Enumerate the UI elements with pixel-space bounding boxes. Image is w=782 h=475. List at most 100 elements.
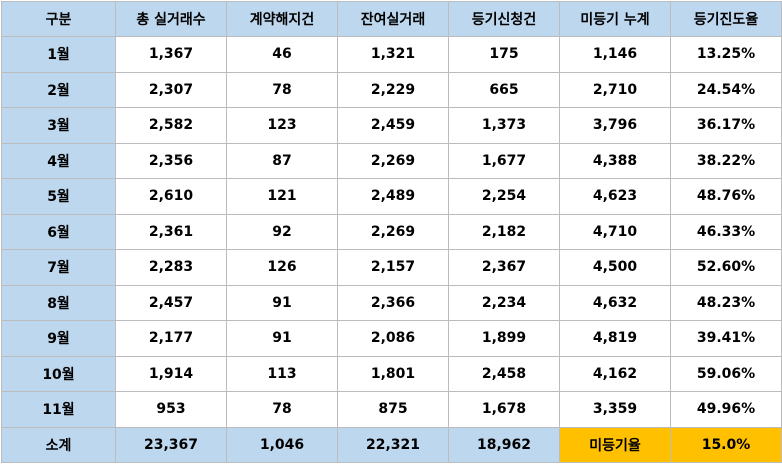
table-cell: 121 — [226, 178, 338, 215]
table-cell: 2,458 — [448, 355, 560, 392]
header-cell-total-transactions: 총 실거래수 — [115, 1, 227, 37]
table-row: 4월 2,356 87 2,269 1,677 4,388 38.22% — [1, 142, 782, 179]
table-cell: 78 — [226, 71, 338, 108]
row-label-cell: 6월 — [1, 213, 116, 250]
table-cell: 1,899 — [448, 320, 560, 357]
table-cell: 4,819 — [559, 320, 671, 357]
table-cell: 1,801 — [337, 355, 449, 392]
table-cell: 1,914 — [115, 355, 227, 392]
total-row: 소계 23,367 1,046 22,321 18,962 미등기율 15.0% — [1, 426, 782, 463]
table-cell: 36.17% — [670, 107, 782, 144]
table-row: 9월 2,177 91 2,086 1,899 4,819 39.41% — [1, 320, 782, 357]
table-cell: 2,157 — [337, 249, 449, 286]
table-row: 8월 2,457 91 2,366 2,234 4,632 48.23% — [1, 284, 782, 321]
table-cell: 2,269 — [337, 142, 449, 179]
table-cell: 1,146 — [559, 36, 671, 73]
header-cell-registration-applications: 등기신청건 — [448, 1, 560, 37]
table-cell: 38.22% — [670, 142, 782, 179]
table-cell: 175 — [448, 36, 560, 73]
table-cell: 2,234 — [448, 284, 560, 321]
row-label-cell: 7월 — [1, 249, 116, 286]
table-cell: 4,388 — [559, 142, 671, 179]
row-label-cell: 1월 — [1, 36, 116, 73]
table-cell: 2,366 — [337, 284, 449, 321]
table-cell: 113 — [226, 355, 338, 392]
table-cell: 953 — [115, 391, 227, 428]
table-cell: 665 — [448, 71, 560, 108]
table-cell: 46 — [226, 36, 338, 73]
row-label-cell: 10월 — [1, 355, 116, 392]
table-cell: 1,677 — [448, 142, 560, 179]
table-row: 10월 1,914 113 1,801 2,458 4,162 59.06% — [1, 355, 782, 392]
table-cell: 91 — [226, 284, 338, 321]
table-cell: 1,678 — [448, 391, 560, 428]
table-cell: 13.25% — [670, 36, 782, 73]
table-cell: 2,367 — [448, 249, 560, 286]
table-cell: 48.76% — [670, 178, 782, 215]
table-row: 5월 2,610 121 2,489 2,254 4,623 48.76% — [1, 178, 782, 215]
table-cell: 39.41% — [670, 320, 782, 357]
unregistered-rate-value-cell: 15.0% — [670, 426, 782, 463]
table-cell: 3,796 — [559, 107, 671, 144]
header-cell-cancelled-contracts: 계약해지건 — [226, 1, 338, 37]
table-cell: 2,361 — [115, 213, 227, 250]
row-label-cell: 8월 — [1, 284, 116, 321]
row-label-cell: 4월 — [1, 142, 116, 179]
table-cell: 1,321 — [337, 36, 449, 73]
table-cell: 4,500 — [559, 249, 671, 286]
table-row: 1월 1,367 46 1,321 175 1,146 13.25% — [1, 36, 782, 73]
table-cell: 4,623 — [559, 178, 671, 215]
header-cell-remaining-transactions: 잔여실거래 — [337, 1, 449, 37]
table-cell: 4,632 — [559, 284, 671, 321]
header-row: 구분 총 실거래수 계약해지건 잔여실거래 등기신청건 미등기 누계 등기진도율 — [1, 1, 782, 37]
table-cell: 4,162 — [559, 355, 671, 392]
header-cell-unregistered-cumulative: 미등기 누계 — [559, 1, 671, 37]
table-cell: 24.54% — [670, 71, 782, 108]
table-cell: 3,359 — [559, 391, 671, 428]
table-cell: 2,254 — [448, 178, 560, 215]
table-row: 6월 2,361 92 2,269 2,182 4,710 46.33% — [1, 213, 782, 250]
unregistered-rate-label-cell: 미등기율 — [559, 426, 671, 463]
total-label-cell: 소계 — [1, 426, 116, 463]
table-cell: 48.23% — [670, 284, 782, 321]
table-cell: 87 — [226, 142, 338, 179]
header-cell-category: 구분 — [1, 1, 116, 37]
table-cell: 2,459 — [337, 107, 449, 144]
table-cell: 91 — [226, 320, 338, 357]
total-cell: 23,367 — [115, 426, 227, 463]
row-label-cell: 5월 — [1, 178, 116, 215]
table-row: 7월 2,283 126 2,157 2,367 4,500 52.60% — [1, 249, 782, 286]
table-cell: 2,283 — [115, 249, 227, 286]
table-cell: 1,373 — [448, 107, 560, 144]
table-cell: 92 — [226, 213, 338, 250]
table-cell: 2,177 — [115, 320, 227, 357]
table-cell: 2,229 — [337, 71, 449, 108]
table-cell: 1,367 — [115, 36, 227, 73]
table-cell: 123 — [226, 107, 338, 144]
table-cell: 2,182 — [448, 213, 560, 250]
table-cell: 2,307 — [115, 71, 227, 108]
table-row: 3월 2,582 123 2,459 1,373 3,796 36.17% — [1, 107, 782, 144]
row-label-cell: 2월 — [1, 71, 116, 108]
table-cell: 875 — [337, 391, 449, 428]
total-cell: 22,321 — [337, 426, 449, 463]
table-cell: 4,710 — [559, 213, 671, 250]
table-cell: 2,269 — [337, 213, 449, 250]
table-cell: 2,610 — [115, 178, 227, 215]
table-cell: 126 — [226, 249, 338, 286]
registration-progress-table: 구분 총 실거래수 계약해지건 잔여실거래 등기신청건 미등기 누계 등기진도율… — [1, 1, 782, 463]
table-cell: 49.96% — [670, 391, 782, 428]
total-cell: 18,962 — [448, 426, 560, 463]
header-cell-registration-progress: 등기진도율 — [670, 1, 782, 37]
table-cell: 2,457 — [115, 284, 227, 321]
row-label-cell: 9월 — [1, 320, 116, 357]
table-cell: 2,356 — [115, 142, 227, 179]
table-row: 11월 953 78 875 1,678 3,359 49.96% — [1, 391, 782, 428]
table-row: 2월 2,307 78 2,229 665 2,710 24.54% — [1, 71, 782, 108]
row-label-cell: 3월 — [1, 107, 116, 144]
table-cell: 59.06% — [670, 355, 782, 392]
table-cell: 2,489 — [337, 178, 449, 215]
total-cell: 1,046 — [226, 426, 338, 463]
row-label-cell: 11월 — [1, 391, 116, 428]
table-cell: 46.33% — [670, 213, 782, 250]
